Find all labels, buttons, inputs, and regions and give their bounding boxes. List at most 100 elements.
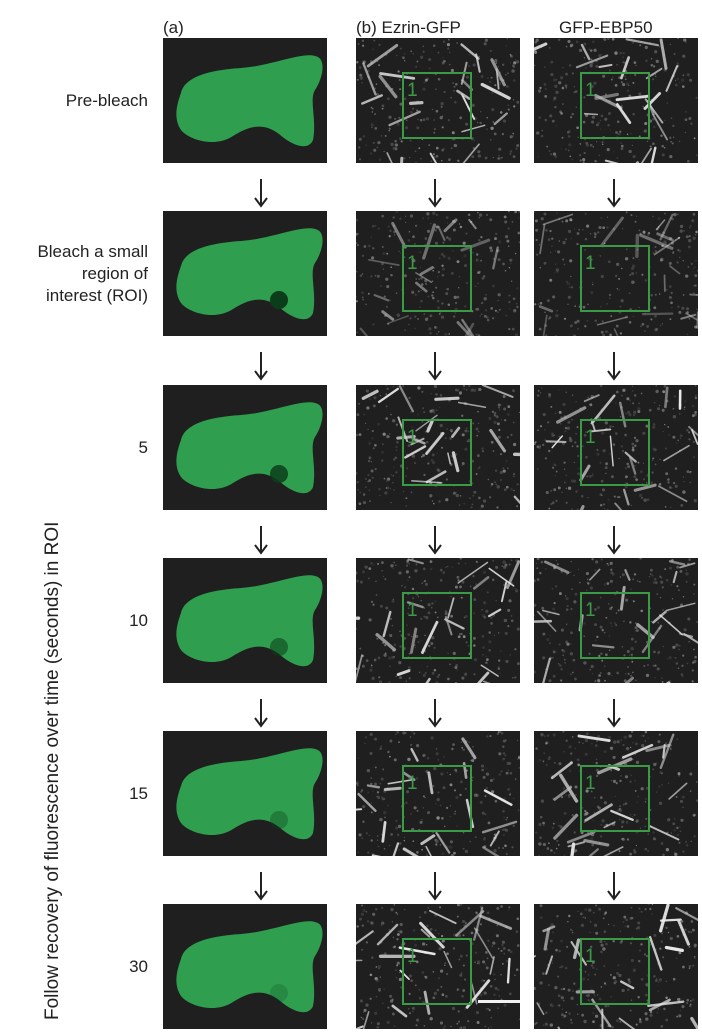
filament-streak bbox=[536, 1002, 545, 1016]
filament-streak bbox=[640, 147, 652, 163]
noise-speck bbox=[648, 575, 651, 578]
noise-speck bbox=[631, 660, 634, 663]
filament-streak bbox=[625, 38, 660, 47]
noise-speck bbox=[378, 676, 381, 679]
noise-speck bbox=[619, 809, 623, 813]
noise-speck bbox=[516, 662, 520, 666]
noise-speck bbox=[690, 262, 693, 266]
noise-speck bbox=[433, 646, 436, 649]
noise-speck bbox=[579, 912, 583, 916]
row-label-line: interest (ROI) bbox=[45, 285, 148, 305]
noise-speck bbox=[497, 666, 500, 669]
noise-speck bbox=[607, 1005, 610, 1008]
noise-speck bbox=[641, 743, 645, 748]
noise-speck bbox=[465, 427, 468, 430]
noise-speck bbox=[437, 51, 440, 54]
noise-speck bbox=[456, 1022, 459, 1025]
noise-speck bbox=[583, 661, 587, 665]
noise-speck bbox=[673, 818, 676, 820]
noise-speck bbox=[373, 932, 376, 934]
noise-speck bbox=[412, 840, 415, 843]
noise-speck bbox=[666, 247, 669, 250]
noise-speck bbox=[417, 386, 421, 390]
noise-speck bbox=[631, 442, 635, 446]
noise-speck bbox=[487, 1027, 490, 1029]
noise-speck bbox=[490, 485, 492, 488]
noise-speck bbox=[570, 1018, 573, 1021]
noise-speck bbox=[675, 662, 679, 665]
filament-streak bbox=[443, 218, 458, 233]
noise-speck bbox=[505, 85, 509, 88]
noise-speck bbox=[604, 679, 606, 682]
noise-speck bbox=[431, 671, 435, 675]
noise-speck bbox=[449, 590, 451, 593]
noise-speck bbox=[634, 73, 637, 77]
filament-streak bbox=[594, 92, 619, 100]
roi-number-label: 1 bbox=[407, 253, 418, 274]
noise-speck bbox=[500, 905, 503, 908]
noise-speck bbox=[468, 53, 471, 56]
noise-speck bbox=[398, 250, 400, 253]
noise-speck bbox=[564, 430, 567, 433]
filament-streak bbox=[425, 845, 432, 856]
noise-speck bbox=[500, 419, 502, 421]
noise-speck bbox=[579, 159, 582, 162]
noise-speck bbox=[407, 633, 411, 636]
filament-streak bbox=[675, 907, 698, 922]
noise-speck bbox=[574, 305, 577, 308]
noise-speck bbox=[441, 273, 445, 277]
noise-speck bbox=[602, 74, 606, 78]
noise-speck bbox=[430, 392, 432, 395]
noise-speck bbox=[507, 467, 509, 470]
noise-speck bbox=[590, 837, 594, 841]
noise-speck bbox=[483, 314, 487, 318]
noise-speck bbox=[693, 456, 695, 458]
noise-speck bbox=[509, 654, 511, 656]
noise-speck bbox=[584, 249, 586, 251]
noise-speck bbox=[509, 771, 513, 775]
noise-speck bbox=[565, 72, 568, 76]
noise-speck bbox=[394, 234, 396, 236]
noise-speck bbox=[593, 235, 597, 239]
noise-speck bbox=[557, 486, 561, 490]
noise-speck bbox=[501, 132, 505, 136]
noise-speck bbox=[395, 675, 397, 678]
noise-speck bbox=[674, 852, 678, 856]
noise-speck bbox=[375, 83, 378, 85]
noise-speck bbox=[606, 216, 609, 218]
noise-speck bbox=[393, 656, 396, 658]
noise-speck bbox=[393, 225, 395, 227]
noise-speck bbox=[420, 289, 422, 292]
noise-speck bbox=[618, 288, 620, 291]
noise-speck bbox=[362, 493, 366, 496]
noise-speck bbox=[485, 951, 488, 954]
noise-speck bbox=[402, 731, 406, 735]
noise-speck bbox=[578, 154, 582, 157]
noise-speck bbox=[433, 119, 435, 121]
noise-speck bbox=[409, 317, 412, 320]
noise-speck bbox=[416, 593, 419, 597]
noise-speck bbox=[632, 81, 635, 84]
noise-speck bbox=[404, 731, 407, 734]
noise-speck bbox=[357, 488, 359, 491]
noise-speck bbox=[421, 942, 426, 946]
noise-speck bbox=[439, 568, 443, 572]
noise-speck bbox=[495, 565, 499, 569]
noise-speck bbox=[629, 274, 632, 276]
noise-speck bbox=[496, 506, 499, 509]
filament-streak bbox=[600, 216, 624, 247]
noise-speck bbox=[654, 75, 657, 78]
noise-speck bbox=[553, 96, 557, 100]
noise-speck bbox=[387, 1006, 390, 1009]
noise-speck bbox=[665, 472, 669, 476]
noise-speck bbox=[422, 753, 426, 757]
noise-speck bbox=[513, 489, 515, 492]
noise-speck bbox=[408, 1008, 410, 1010]
filament-streak bbox=[425, 470, 447, 484]
noise-speck bbox=[507, 788, 510, 791]
noise-speck bbox=[386, 1020, 390, 1024]
noise-speck bbox=[395, 911, 398, 914]
noise-speck bbox=[389, 633, 393, 638]
noise-speck bbox=[435, 332, 439, 335]
noise-speck bbox=[683, 406, 686, 409]
